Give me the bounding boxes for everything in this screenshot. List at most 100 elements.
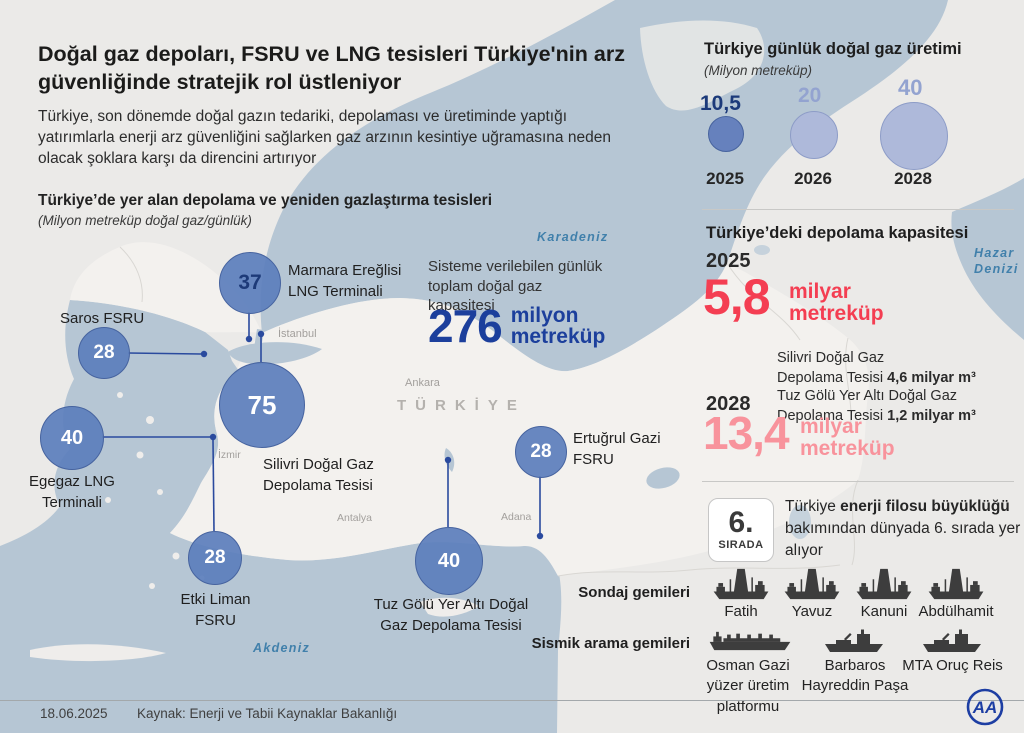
ship-name-yavuz: Yavuz (791, 603, 833, 620)
ship-name-kanuni: Kanuni (860, 603, 908, 620)
production-bubble-2026 (790, 111, 838, 159)
marmara-sea-shape (228, 342, 322, 365)
crimea-shape (640, 20, 765, 111)
seismic-ship-icon (823, 628, 885, 654)
country-label: TÜRKİYE (397, 397, 526, 414)
footer-date: 18.06.2025 (40, 706, 108, 721)
fleet-text-suffix: bakımından dünyada 6. sırada yer alıyor (785, 520, 1021, 559)
production-value-2025: 10,5 (700, 92, 741, 115)
rank-badge: 6. SIRADA (708, 498, 774, 562)
drill-ships-label: Sondaj gemileri (578, 584, 690, 601)
production-year-2025: 2025 (706, 169, 744, 188)
production-year-2028: 2028 (894, 169, 932, 188)
ship-name-abdulhamit: Abdülhamit (918, 603, 994, 620)
istanbul-label: İstanbul (278, 328, 317, 340)
cyprus-island (420, 597, 479, 617)
ankara-label: Ankara (405, 377, 440, 389)
urmia-lake (789, 505, 811, 539)
country-borders (119, 246, 859, 577)
rank-caption: SIRADA (718, 539, 764, 551)
production-unit: (Milyon metreküp) (704, 63, 813, 78)
drillship-icon (712, 567, 770, 601)
facility-circle-etki-liman: 28 (188, 531, 242, 585)
facility-circle-tuz-golu: 40 (415, 527, 483, 595)
production-bubble-2028 (880, 102, 948, 170)
capacity-label: Sisteme verilebilen günlük toplam doğal … (428, 258, 603, 314)
facility-circle-egegaz: 40 (40, 406, 104, 470)
anadolu-agency-logo: AA (966, 688, 1004, 726)
black-sea-shape (260, 0, 948, 372)
facility-circle-marmara-eregli: 37 (219, 252, 281, 314)
black-sea-label: Karadeniz (537, 230, 609, 244)
footer-divider (0, 700, 1024, 701)
storage-value-2025: 5,8 (703, 269, 771, 325)
production-value-2028: 40 (898, 75, 923, 100)
storage-year-2025: 2025 (706, 250, 751, 272)
antalya-label: Antalya (337, 512, 373, 524)
ship-name-fatih: Fatih (724, 603, 758, 620)
divider-production (702, 209, 1014, 210)
storage-heading: Türkiye’deki depolama kapasitesi (706, 224, 969, 242)
intro-paragraph: Türkiye, son dönemde doğal gazın tedarik… (38, 108, 611, 167)
seismic-ships-label: Sismik arama gemileri (531, 635, 690, 652)
ship-name-barbaros: Barbaros Hayreddin Paşa (801, 657, 909, 695)
production-heading: Türkiye günlük doğal gaz üretimi (704, 40, 962, 58)
storage-unit-2025: milyar metreküp (789, 280, 884, 326)
facility-label-etki-liman: Etki Liman FSRU (180, 591, 251, 630)
storage-unit-2028: milyar metreküp (800, 415, 895, 461)
storage-detail-silivri: Silivri Doğal Gaz Depolama Tesisi 4,6 mi… (777, 328, 976, 388)
production-year-2026: 2026 (794, 169, 832, 188)
aa-logo-text: AA (972, 698, 998, 717)
storage-detail-silivri-value: 4,6 milyar m³ (887, 370, 976, 386)
fleet-description: Türkiye enerji filosu büyüklüğü bakımınd… (785, 496, 1023, 562)
facility-label-silivri: Silivri Doğal Gaz Depolama Tesisi (263, 456, 374, 495)
storage-value-2028: 13,4 (703, 407, 790, 459)
facility-label-saros: Saros FSRU (60, 310, 145, 327)
drillship-icon (927, 567, 985, 601)
storage-detail-tuz-golu-name: Tuz Gölü Yer Altı Doğal Gaz Depolama Tes… (777, 388, 958, 424)
footer-source: Kaynak: Enerji ve Tabii Kaynaklar Bakanl… (137, 706, 398, 721)
caspian-shape (951, 178, 1024, 340)
thrace-shape (70, 242, 262, 333)
divider-storage (702, 481, 1014, 482)
drillship-icon (783, 567, 841, 601)
platform-ship-icon (708, 630, 792, 652)
ship-name-mta-oruc-reis: MTA Oruç Reis (902, 657, 1003, 674)
rank-number: 6. (728, 506, 754, 539)
production-bubble-2025 (708, 116, 744, 152)
aegean-mediterranean-shape (0, 300, 562, 733)
page-title: Doğal gaz depoları, FSRU ve LNG tesisler… (38, 42, 625, 95)
storage-detail-tuz-golu: Tuz Gölü Yer Altı Doğal Gaz Depolama Tes… (777, 366, 976, 426)
izmir-label: İzmir (218, 449, 241, 461)
capacity-value: 276 (428, 300, 503, 352)
facility-connectors (102, 312, 544, 540)
facility-circle-silivri: 75 (219, 362, 305, 448)
facility-label-egegaz: Egegaz LNG Terminali (29, 473, 115, 512)
capacity-callout: 276 milyon metreküp (428, 303, 605, 349)
facility-label-marmara-eregli: Marmara Ereğlisi LNG Terminali (288, 262, 402, 301)
facility-label-ertugrul-gazi: Ertuğrul Gazi FSRU (573, 430, 661, 469)
mediterranean-label: Akdeniz (253, 641, 311, 655)
facility-circle-saros: 28 (78, 327, 130, 379)
storage-year-2028: 2028 (706, 393, 751, 415)
capacity-unit: milyon metreküp (510, 303, 606, 348)
seismic-ship-icon (921, 628, 983, 654)
van-lake (646, 467, 680, 489)
ship-name-osman-gazi: Osman Gazi yüzer üretim platformu (706, 657, 790, 715)
facility-label-tuz-golu: Tuz Gölü Yer Altı Doğal Gaz Depolama Tes… (373, 596, 529, 635)
production-value-2026: 20 (798, 84, 822, 107)
fleet-text-bold: enerji filosu büyüklüğü (840, 498, 1010, 515)
fleet-text-prefix: Türkiye (785, 498, 841, 515)
adana-label: Adana (501, 511, 532, 523)
storage-detail-silivri-name: Silivri Doğal Gaz Depolama Tesisi (777, 350, 885, 386)
drillship-icon (855, 567, 913, 601)
anatolia-shape (170, 263, 869, 576)
caspian-label: Hazar Denizi (974, 246, 1019, 277)
crete-island (30, 644, 166, 662)
facility-circle-ertugrul-gazi: 28 (515, 426, 567, 478)
storage-detail-tuz-golu-value: 1,2 milyar m³ (887, 408, 976, 424)
sevan-lake (754, 245, 770, 255)
facilities-unit: (Milyon metreküp doğal gaz/günlük) (38, 213, 252, 228)
